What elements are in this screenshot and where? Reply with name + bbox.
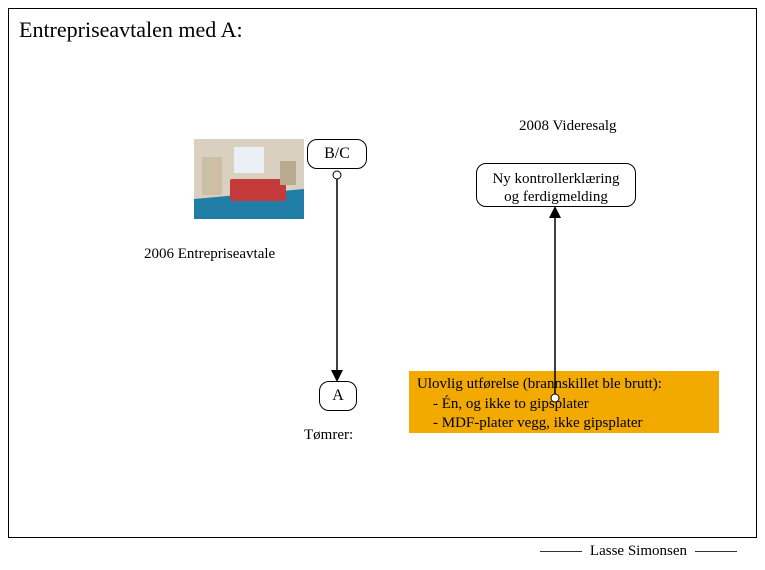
- resale-label: 2008 Videresalg: [519, 118, 617, 135]
- warning-item: MDF-plater vegg, ikke gipsplater: [421, 414, 711, 434]
- node-a-label: A: [332, 387, 344, 405]
- tomrer-label: Tømrer:: [304, 427, 353, 444]
- node-bc: B/C: [307, 139, 367, 169]
- slide-title: Entrepriseavtalen med A:: [19, 17, 243, 43]
- warning-list: Én, og ikke to gipsplater MDF-plater veg…: [421, 395, 711, 434]
- warning-item: Én, og ikke to gipsplater: [421, 395, 711, 415]
- room-photo: [194, 139, 304, 219]
- node-a: A: [319, 381, 357, 411]
- arrow-bc-to-a: [333, 171, 341, 379]
- node-bc-label: B/C: [324, 145, 350, 163]
- arrows-overlay: [9, 9, 758, 539]
- avtale-label: 2006 Entrepriseavtale: [144, 246, 275, 263]
- footer-author: Lasse Simonsen: [532, 543, 745, 560]
- warning-box: Ulovlig utførelse (brannskillet ble brut…: [409, 371, 719, 433]
- kontroll-line2: og ferdigmelding: [485, 188, 627, 206]
- warning-title: Ulovlig utførelse (brannskillet ble brut…: [417, 375, 711, 395]
- slide-frame: Entrepriseavtalen med A: 2008 Videresalg…: [8, 8, 757, 538]
- kontroll-box: Ny kontrollerklæring og ferdigmelding: [476, 163, 636, 207]
- kontroll-line1: Ny kontrollerklæring: [485, 170, 627, 188]
